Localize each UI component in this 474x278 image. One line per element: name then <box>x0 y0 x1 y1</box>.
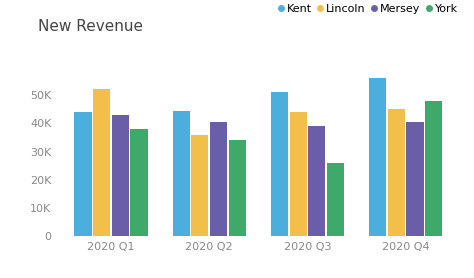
Bar <box>308 126 325 236</box>
Text: New Revenue: New Revenue <box>38 19 143 34</box>
Bar <box>369 78 386 236</box>
Bar <box>271 92 288 236</box>
Bar <box>327 163 344 236</box>
Bar <box>210 122 227 236</box>
Bar <box>93 90 110 236</box>
Bar <box>74 112 91 236</box>
Bar <box>407 122 424 236</box>
Bar <box>228 140 246 236</box>
Bar <box>388 109 405 236</box>
Bar <box>130 129 147 236</box>
Bar <box>191 135 209 236</box>
Bar <box>112 115 129 236</box>
Legend: Kent, Lincoln, Mersey, York: Kent, Lincoln, Mersey, York <box>278 4 458 14</box>
Bar <box>425 101 442 236</box>
Bar <box>290 112 307 236</box>
Bar <box>173 111 190 236</box>
